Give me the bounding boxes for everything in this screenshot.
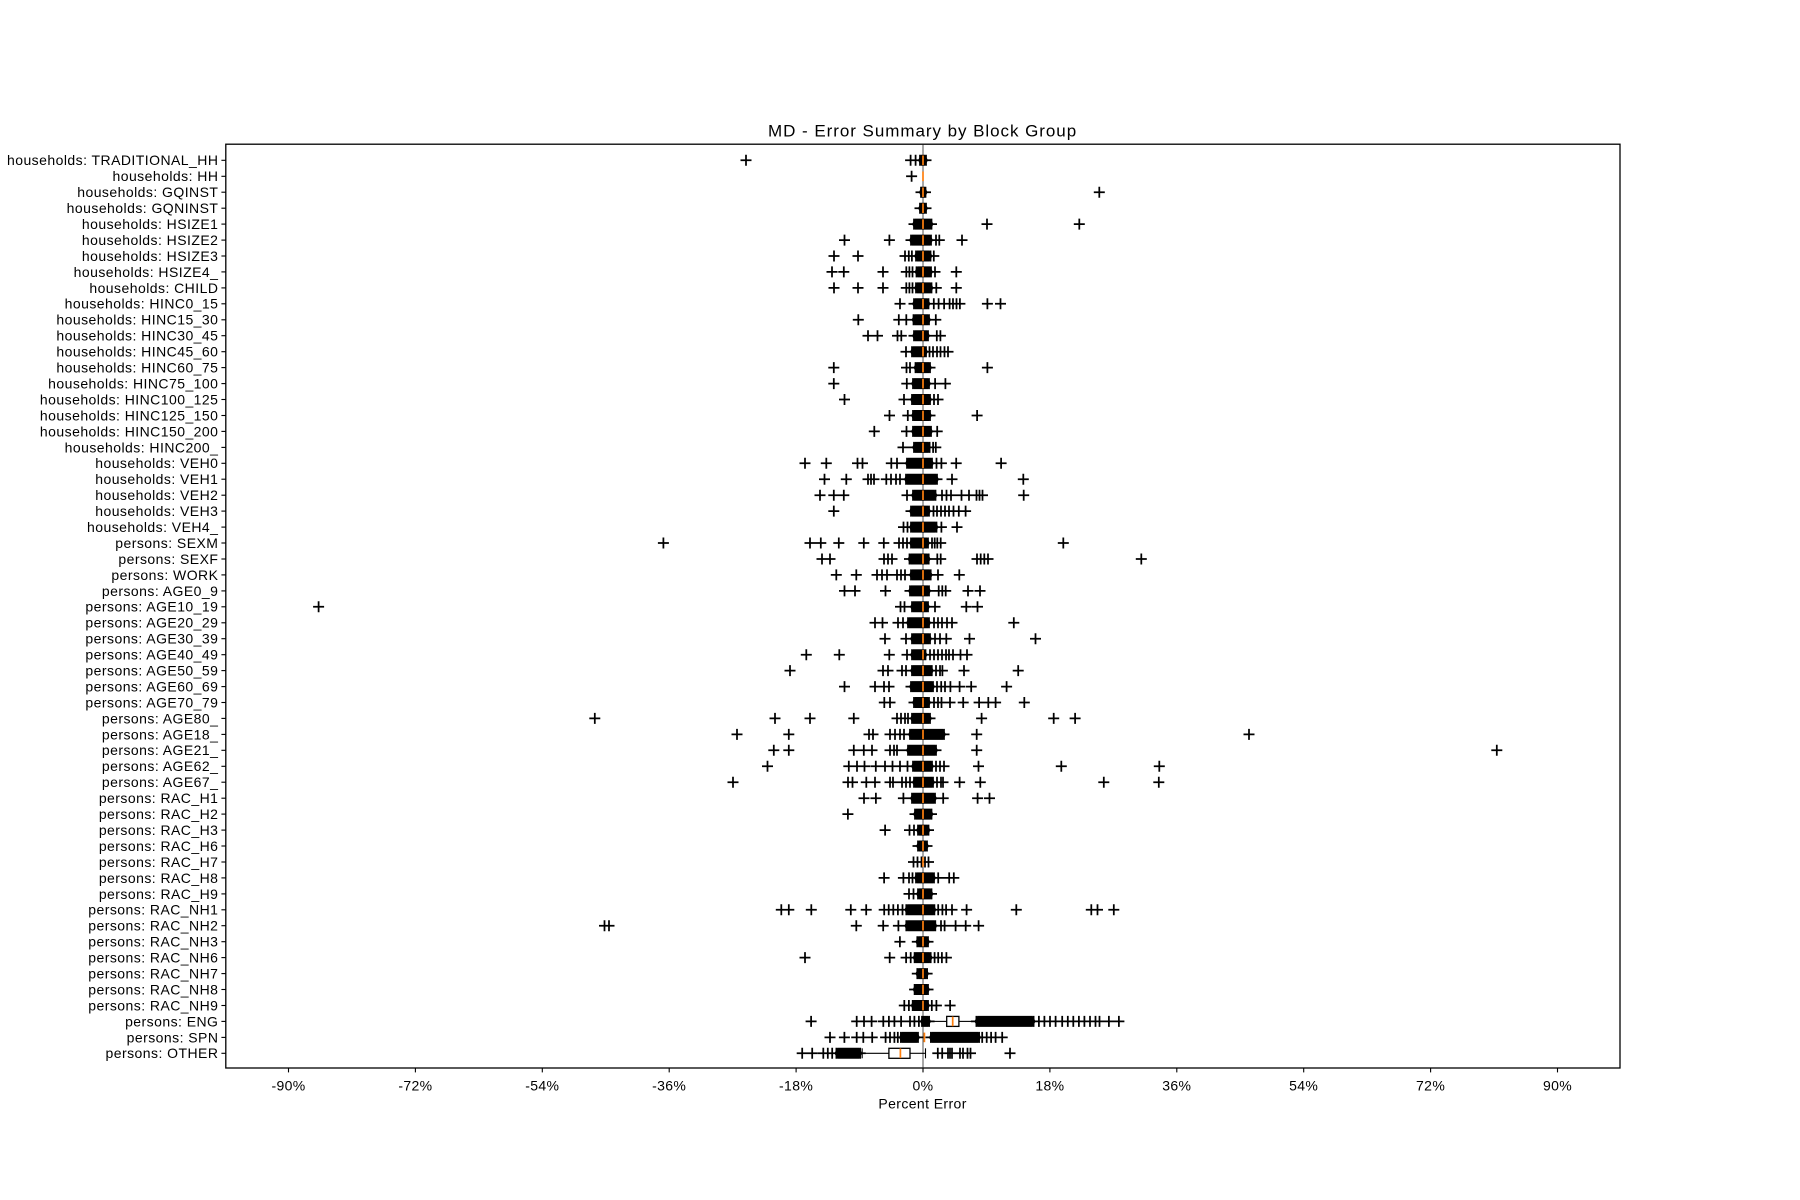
- svg-text:persons: SEXM: persons: SEXM: [115, 535, 218, 551]
- svg-text:persons: RAC_NH9: persons: RAC_NH9: [88, 997, 218, 1013]
- svg-text:persons: SEXF: persons: SEXF: [118, 551, 218, 567]
- svg-text:persons: RAC_H2: persons: RAC_H2: [99, 806, 219, 822]
- svg-text:persons: ENG: persons: ENG: [125, 1013, 218, 1029]
- svg-text:persons: RAC_H3: persons: RAC_H3: [99, 822, 219, 838]
- svg-text:households: TRADITIONAL_HH: households: TRADITIONAL_HH: [7, 152, 218, 168]
- svg-text:persons: RAC_NH7: persons: RAC_NH7: [88, 966, 218, 982]
- svg-text:persons: RAC_NH3: persons: RAC_NH3: [88, 934, 218, 950]
- svg-text:persons: AGE60_69: persons: AGE60_69: [85, 679, 218, 695]
- svg-text:persons: AGE62_: persons: AGE62_: [102, 758, 219, 774]
- svg-text:36%: 36%: [1162, 1078, 1191, 1094]
- svg-text:Percent Error: Percent Error: [878, 1096, 966, 1112]
- svg-text:persons: RAC_H8: persons: RAC_H8: [99, 870, 219, 886]
- svg-text:households: HINC75_100: households: HINC75_100: [48, 376, 218, 392]
- svg-text:persons: RAC_H9: persons: RAC_H9: [99, 886, 219, 902]
- svg-text:0%: 0%: [913, 1078, 934, 1094]
- svg-text:persons: AGE18_: persons: AGE18_: [102, 726, 219, 742]
- svg-text:persons: RAC_NH8: persons: RAC_NH8: [88, 981, 218, 997]
- svg-text:persons: AGE80_: persons: AGE80_: [102, 710, 219, 726]
- svg-text:persons: AGE50_59: persons: AGE50_59: [85, 663, 218, 679]
- svg-text:households: HINC30_45: households: HINC30_45: [56, 328, 218, 344]
- svg-text:households: HINC0_15: households: HINC0_15: [65, 296, 219, 312]
- svg-text:-36%: -36%: [652, 1078, 686, 1094]
- svg-text:persons: RAC_H1: persons: RAC_H1: [99, 790, 219, 806]
- svg-text:54%: 54%: [1289, 1078, 1318, 1094]
- svg-text:-72%: -72%: [398, 1078, 432, 1094]
- svg-text:households: HINC60_75: households: HINC60_75: [56, 360, 218, 376]
- svg-text:persons: RAC_H6: persons: RAC_H6: [99, 838, 219, 854]
- svg-text:-90%: -90%: [271, 1078, 305, 1094]
- svg-text:households: HINC150_200: households: HINC150_200: [40, 423, 218, 439]
- svg-text:households: GQINST: households: GQINST: [77, 184, 218, 200]
- svg-text:households: VEH3: households: VEH3: [95, 503, 218, 519]
- svg-text:households: HINC45_60: households: HINC45_60: [56, 344, 218, 360]
- svg-text:persons: AGE21_: persons: AGE21_: [102, 742, 219, 758]
- svg-text:-54%: -54%: [525, 1078, 559, 1094]
- svg-text:households: HSIZE1: households: HSIZE1: [82, 216, 219, 232]
- svg-text:18%: 18%: [1035, 1078, 1064, 1094]
- svg-text:households: GQNINST: households: GQNINST: [67, 200, 219, 216]
- svg-text:households: HINC100_125: households: HINC100_125: [40, 391, 218, 407]
- svg-text:persons: AGE0_9: persons: AGE0_9: [102, 583, 219, 599]
- svg-text:households: HSIZE3: households: HSIZE3: [82, 248, 219, 264]
- svg-text:households: HINC15_30: households: HINC15_30: [56, 312, 218, 328]
- svg-text:90%: 90%: [1543, 1078, 1572, 1094]
- svg-text:persons: RAC_NH1: persons: RAC_NH1: [88, 902, 218, 918]
- svg-text:-18%: -18%: [779, 1078, 813, 1094]
- svg-text:households: VEH0: households: VEH0: [95, 455, 218, 471]
- svg-text:persons: SPN: persons: SPN: [127, 1029, 219, 1045]
- svg-text:persons: AGE40_49: persons: AGE40_49: [85, 647, 218, 663]
- svg-text:persons: WORK: persons: WORK: [111, 567, 218, 583]
- svg-text:persons: AGE30_39: persons: AGE30_39: [85, 631, 218, 647]
- svg-text:households: HINC125_150: households: HINC125_150: [40, 407, 218, 423]
- svg-text:households: HH: households: HH: [112, 168, 218, 184]
- svg-text:households: CHILD: households: CHILD: [89, 280, 218, 296]
- svg-text:households: HSIZE2: households: HSIZE2: [82, 232, 219, 248]
- svg-text:persons: RAC_NH2: persons: RAC_NH2: [88, 918, 218, 934]
- svg-text:persons: RAC_H7: persons: RAC_H7: [99, 854, 219, 870]
- svg-text:households: HINC200_: households: HINC200_: [65, 439, 219, 455]
- svg-text:households: VEH4_: households: VEH4_: [87, 519, 218, 535]
- svg-text:households: VEH1: households: VEH1: [95, 471, 218, 487]
- svg-text:persons: AGE20_29: persons: AGE20_29: [85, 615, 218, 631]
- svg-text:persons: AGE10_19: persons: AGE10_19: [85, 599, 218, 615]
- svg-text:persons: AGE67_: persons: AGE67_: [102, 774, 219, 790]
- svg-text:persons: RAC_NH6: persons: RAC_NH6: [88, 950, 218, 966]
- svg-text:households: VEH2: households: VEH2: [95, 487, 218, 503]
- svg-text:72%: 72%: [1416, 1078, 1445, 1094]
- svg-text:households: HSIZE4_: households: HSIZE4_: [74, 264, 219, 280]
- svg-text:persons: AGE70_79: persons: AGE70_79: [85, 694, 218, 710]
- svg-text:MD - Error Summary by Block Gr: MD - Error Summary by Block Group: [768, 122, 1077, 141]
- svg-text:persons: OTHER: persons: OTHER: [106, 1045, 219, 1061]
